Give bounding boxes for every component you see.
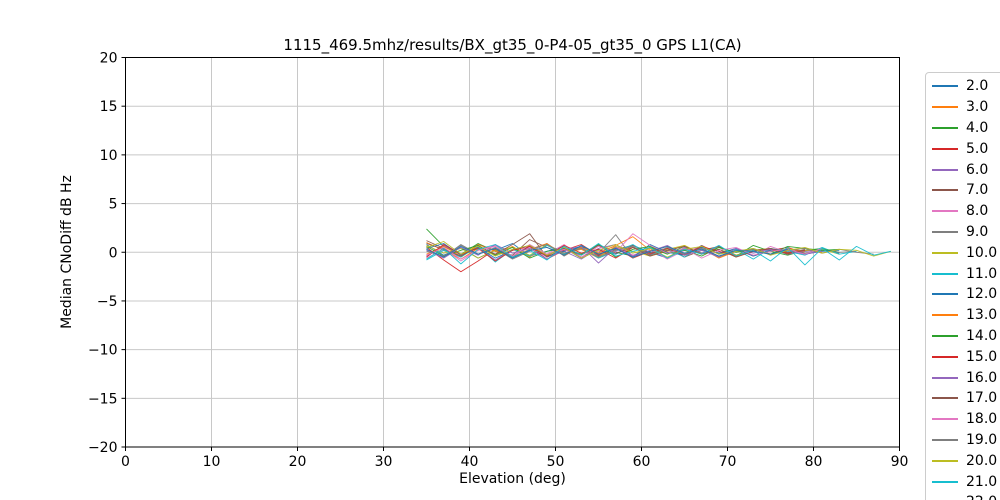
legend-line-swatch: [932, 85, 958, 88]
legend-line-swatch: [932, 189, 958, 192]
legend-item: 14.0: [926, 326, 1000, 347]
y-tick-label: 0: [109, 245, 118, 261]
legend-line-swatch: [932, 480, 958, 483]
legend-item: 13.0: [926, 305, 1000, 326]
x-tick-label: 30: [375, 454, 393, 470]
legend-label: 6.0: [966, 161, 989, 178]
legend-label: 8.0: [966, 203, 989, 220]
legend-label: 17.0: [966, 390, 998, 407]
x-tick-label: 40: [461, 454, 479, 470]
legend-label: 19.0: [966, 431, 998, 448]
legend-item: 16.0: [926, 367, 1000, 388]
series-line-19.0: [426, 244, 874, 259]
legend-label: 9.0: [966, 223, 989, 240]
legend-item: 15.0: [926, 346, 1000, 367]
y-axis-label: Median CNoDiff dB Hz: [59, 175, 75, 329]
y-tick-label: −10: [88, 343, 118, 359]
legend-line-swatch: [932, 210, 958, 213]
series-line-22.0: [426, 244, 788, 259]
legend-label: 3.0: [966, 99, 989, 116]
legend-label: 18.0: [966, 411, 998, 428]
legend-line-swatch: [932, 355, 958, 358]
legend-line-swatch: [932, 334, 958, 337]
chart-title: 1115_469.5mhz/results/BX_gt35_0-P4-05_gt…: [283, 36, 742, 54]
legend-label: 10.0: [966, 244, 998, 261]
series-line-17.0: [426, 233, 805, 258]
y-tick-label: −15: [88, 391, 118, 407]
legend-item: 4.0: [926, 118, 1000, 139]
legend-line-swatch: [932, 314, 958, 317]
y-tick-label: −20: [88, 440, 118, 456]
legend-line-swatch: [932, 272, 958, 275]
x-tick-label: 20: [289, 454, 307, 470]
legend-item: 11.0: [926, 263, 1000, 284]
legend-item: 9.0: [926, 222, 1000, 243]
legend-label: 4.0: [966, 119, 989, 136]
legend-label: 20.0: [966, 452, 998, 469]
legend-line-swatch: [932, 106, 958, 109]
legend-label: 5.0: [966, 140, 989, 157]
legend-item: 3.0: [926, 97, 1000, 118]
legend-label: 15.0: [966, 348, 998, 365]
legend-item: 8.0: [926, 201, 1000, 222]
legend-item: 12.0: [926, 284, 1000, 305]
legend: 2.0 3.0 4.0 5.0 6.0 7.0 8.0 9.0 10.0 11.0 12.0 13.0…: [925, 72, 1000, 500]
legend-line-swatch: [932, 376, 958, 379]
legend-item: 5.0: [926, 138, 1000, 159]
x-tick-label: 10: [203, 454, 221, 470]
legend-item: 18.0: [926, 409, 1000, 430]
legend-item: 7.0: [926, 180, 1000, 201]
x-tick-label: 0: [121, 454, 130, 470]
y-tick-label: 5: [109, 197, 118, 213]
legend-label: 14.0: [966, 327, 998, 344]
legend-item: 2.0: [926, 76, 1000, 97]
legend-label: 13.0: [966, 307, 998, 324]
legend-line-swatch: [932, 397, 958, 400]
legend-label: 12.0: [966, 286, 998, 303]
legend-label: 2.0: [966, 78, 989, 95]
legend-label: 11.0: [966, 265, 998, 282]
legend-line-swatch: [932, 230, 958, 233]
x-tick-label: 90: [891, 454, 909, 470]
series-line-21.0: [426, 243, 891, 266]
legend-label: 7.0: [966, 182, 989, 199]
legend-item: 6.0: [926, 159, 1000, 180]
x-tick-label: 80: [805, 454, 823, 470]
legend-line-swatch: [932, 126, 958, 129]
legend-item: 19.0: [926, 430, 1000, 451]
legend-item: 20.0: [926, 450, 1000, 471]
legend-line-swatch: [932, 168, 958, 171]
legend-label: 22.0: [966, 495, 997, 500]
x-axis-label: Elevation (deg): [459, 471, 566, 487]
legend-line-swatch: [932, 147, 958, 150]
legend-line-swatch: [932, 438, 958, 441]
y-tick-label: 20: [100, 51, 118, 67]
legend-item: 22.0: [926, 492, 1000, 500]
legend-line-swatch: [932, 251, 958, 254]
legend-item: 17.0: [926, 388, 1000, 409]
legend-item: 10.0: [926, 242, 1000, 263]
legend-item: 21.0: [926, 471, 1000, 492]
legend-label: 16.0: [966, 369, 998, 386]
y-tick-label: 10: [100, 148, 118, 164]
x-tick-label: 70: [719, 454, 737, 470]
y-tick-label: −5: [97, 294, 118, 310]
series-line-18.0: [426, 233, 823, 260]
legend-line-swatch: [932, 293, 958, 296]
legend-line-swatch: [932, 459, 958, 462]
x-tick-label: 50: [547, 454, 565, 470]
legend-label: 21.0: [966, 473, 998, 490]
x-tick-label: 60: [633, 454, 651, 470]
legend-line-swatch: [932, 418, 958, 421]
y-tick-label: 15: [100, 99, 118, 115]
